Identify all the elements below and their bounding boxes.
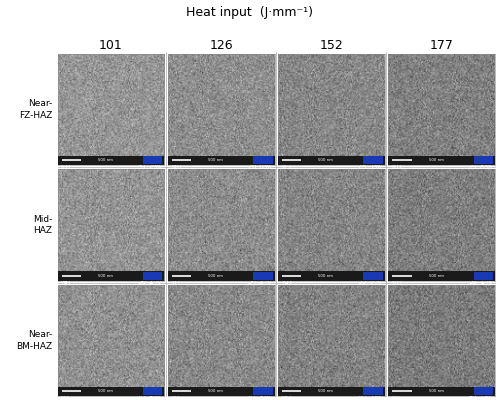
Text: 34.2%: 34.2%	[248, 277, 272, 286]
Text: 500 nm: 500 nm	[208, 389, 224, 393]
Bar	[168, 271, 274, 280]
Text: (j): (j)	[171, 393, 179, 400]
Text: (i): (i)	[60, 393, 69, 400]
Bar	[254, 156, 272, 164]
Text: 500 nm: 500 nm	[318, 158, 334, 162]
Bar	[168, 156, 274, 165]
Text: 500 nm: 500 nm	[98, 274, 113, 278]
Bar	[278, 156, 385, 165]
Text: 31.2%: 31.2%	[138, 162, 162, 171]
Text: 500 nm: 500 nm	[318, 274, 334, 278]
Text: (a): (a)	[60, 162, 72, 171]
Bar	[364, 156, 382, 164]
Bar	[474, 272, 493, 280]
Bar	[278, 386, 385, 396]
Text: Near-
FZ-HAZ: Near- FZ-HAZ	[19, 100, 52, 120]
Text: (f): (f)	[171, 277, 179, 286]
Bar	[58, 156, 164, 165]
Text: 23.5%: 23.5%	[358, 162, 382, 171]
Text: (l): (l)	[391, 393, 400, 400]
Bar	[278, 271, 385, 280]
Text: 500 nm: 500 nm	[208, 158, 224, 162]
Bar	[388, 271, 495, 280]
Bar	[143, 272, 163, 280]
Bar	[474, 156, 493, 164]
Text: (d): (d)	[391, 162, 402, 171]
Bar	[143, 156, 163, 164]
Bar	[364, 272, 382, 280]
Text: 42.8%: 42.8%	[138, 393, 162, 400]
Bar	[474, 387, 493, 396]
Bar	[254, 272, 272, 280]
Text: (g): (g)	[281, 277, 292, 286]
Text: 101: 101	[99, 39, 123, 52]
Text: 33.0%: 33.0%	[358, 277, 382, 286]
Text: (h): (h)	[391, 277, 402, 286]
Text: 500 nm: 500 nm	[98, 158, 113, 162]
Bar	[388, 386, 495, 396]
Bar	[58, 271, 164, 280]
Bar	[254, 387, 272, 396]
Text: 39.7%: 39.7%	[468, 393, 492, 400]
Text: (e): (e)	[60, 277, 72, 286]
Text: 152: 152	[320, 39, 343, 52]
Bar	[168, 386, 274, 396]
Text: 36.2%: 36.2%	[138, 277, 162, 286]
Bar	[364, 387, 382, 396]
Text: Mid-
HAZ: Mid- HAZ	[33, 215, 52, 235]
Text: Near-
BM-HAZ: Near- BM-HAZ	[16, 330, 52, 350]
Text: (k): (k)	[281, 393, 291, 400]
Text: 500 nm: 500 nm	[318, 389, 334, 393]
Bar	[58, 386, 164, 396]
Text: 500 nm: 500 nm	[428, 158, 444, 162]
Text: 21.8%: 21.8%	[468, 162, 492, 171]
Text: 26.6%: 26.6%	[248, 162, 272, 171]
Text: 41.3%: 41.3%	[248, 393, 272, 400]
Text: Heat input  (J·mm⁻¹): Heat input (J·mm⁻¹)	[186, 6, 314, 19]
Text: 500 nm: 500 nm	[208, 274, 224, 278]
Text: 126: 126	[210, 39, 233, 52]
Text: (b): (b)	[171, 162, 182, 171]
Text: 40.5%: 40.5%	[358, 393, 382, 400]
Text: 500 nm: 500 nm	[98, 389, 113, 393]
Text: (c): (c)	[281, 162, 291, 171]
Bar	[388, 156, 495, 165]
Text: 32.1%: 32.1%	[468, 277, 492, 286]
Bar	[143, 387, 163, 396]
Text: 500 nm: 500 nm	[428, 389, 444, 393]
Text: 500 nm: 500 nm	[428, 274, 444, 278]
Text: 177: 177	[430, 39, 454, 52]
